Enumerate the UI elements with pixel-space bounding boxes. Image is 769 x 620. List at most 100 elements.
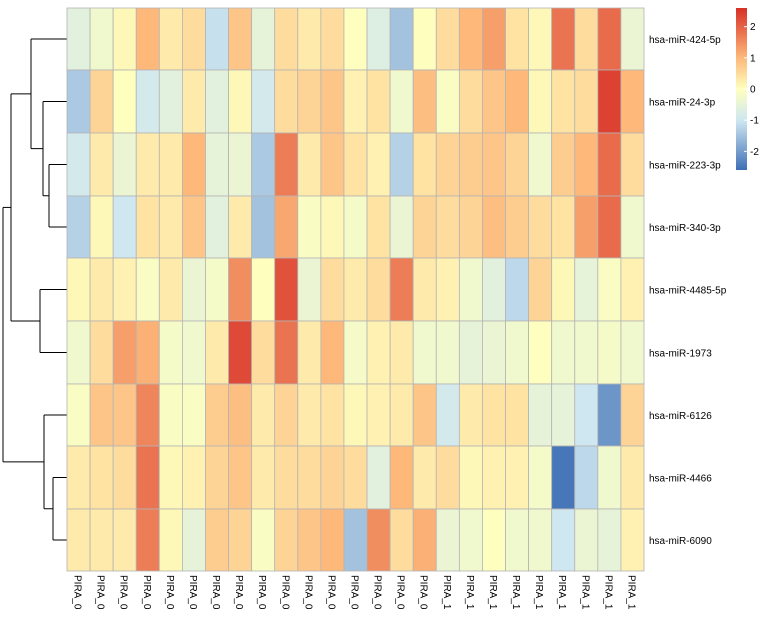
heatmap-cell: [343, 445, 368, 510]
legend-tick-label: 1: [750, 53, 756, 64]
heatmap-cell: [320, 69, 345, 134]
heatmap-cell: [620, 7, 645, 71]
heatmap-cell: [158, 69, 183, 134]
heatmap-cell: [228, 383, 253, 447]
heatmap-cell: [574, 7, 599, 71]
heatmap-cell: [181, 320, 206, 385]
column-label: PIRA_1: [626, 575, 637, 610]
heatmap-cell: [112, 383, 137, 447]
legend-color-bar: [736, 8, 747, 170]
heatmap-cell: [205, 195, 229, 259]
column-label: PIRA_0: [349, 575, 360, 610]
column-label: PIRA_1: [464, 575, 475, 610]
heatmap-cell: [458, 508, 483, 572]
heatmap-cell: [574, 132, 599, 197]
heatmap-cell: [366, 508, 391, 572]
heatmap-cell: [597, 383, 622, 447]
heatmap-cell: [112, 508, 137, 572]
heatmap-cell: [482, 445, 506, 510]
column-label: PIRA_0: [372, 575, 383, 610]
heatmap-cell: [158, 195, 183, 259]
column-label: PIRA_0: [302, 575, 313, 610]
heatmap-cell: [505, 132, 529, 197]
row-label: hsa-miR-6090: [649, 536, 712, 547]
row-label: hsa-miR-340-3p: [649, 223, 721, 234]
heatmap-cell: [435, 383, 460, 447]
heatmap-cell: [135, 132, 160, 197]
heatmap-cell: [505, 320, 529, 385]
heatmap-cell: [135, 320, 160, 385]
heatmap-cell: [574, 320, 599, 385]
heatmap-cell: [158, 445, 183, 510]
heatmap-cell: [482, 508, 506, 572]
heatmap-cell: [135, 383, 160, 447]
heatmap-cell: [66, 132, 91, 197]
heatmap-cell: [528, 7, 553, 71]
heatmap-cell: [551, 445, 576, 510]
column-label: PIRA_0: [164, 575, 175, 610]
legend-tick-label: 2: [750, 22, 756, 33]
heatmap-cell: [228, 7, 253, 71]
column-label: PIRA_1: [602, 575, 613, 610]
row-labels: hsa-miR-424-5p hsa-miR-24-3p hsa-miR-223-3…: [649, 35, 727, 547]
heatmap-cell: [343, 7, 368, 71]
heatmap-cell: [551, 257, 576, 322]
heatmap-cell: [181, 132, 206, 197]
heatmap-cell: [620, 445, 645, 510]
heatmap-cell: [89, 132, 114, 197]
heatmap-cell: [181, 257, 206, 322]
heatmap-cell: [366, 7, 391, 71]
heatmap-cell: [574, 69, 599, 134]
heatmap-cell: [597, 7, 622, 71]
row-label: hsa-miR-4466: [649, 474, 712, 485]
heatmap-cell: [343, 383, 368, 447]
heatmap-cell: [112, 445, 137, 510]
heatmap-cell: [574, 257, 599, 322]
row-label: hsa-miR-1973: [649, 349, 712, 360]
heatmap-cell: [482, 132, 506, 197]
heatmap-cell: [343, 69, 368, 134]
heatmap-cell: [251, 7, 276, 71]
heatmap-cell: [181, 7, 206, 71]
heatmap-cell: [251, 320, 276, 385]
heatmap-cell: [482, 383, 506, 447]
heatmap-cell: [135, 195, 160, 259]
column-label: PIRA_0: [418, 575, 429, 610]
heatmap-cell: [251, 132, 276, 197]
heatmap-cell: [274, 445, 299, 510]
heatmap-cell: [158, 508, 183, 572]
heatmap-cell: [205, 132, 229, 197]
heatmap-cell: [528, 132, 553, 197]
heatmap-cell: [251, 195, 276, 259]
heatmap-cell: [320, 132, 345, 197]
heatmap-cell: [366, 132, 391, 197]
heatmap-cell: [251, 445, 276, 510]
heatmap-cell: [112, 132, 137, 197]
heatmap-cell: [89, 508, 114, 572]
column-label: PIRA_0: [118, 575, 129, 610]
heatmap-cell: [251, 69, 276, 134]
heatmap-cell: [66, 195, 91, 259]
column-label: PIRA_1: [556, 575, 567, 610]
heatmap-cell: [343, 132, 368, 197]
heatmap-cell: [389, 132, 414, 197]
heatmap-cell: [458, 383, 483, 447]
heatmap-cell: [505, 445, 529, 510]
heatmap-cell: [66, 445, 91, 510]
heatmap-cell: [181, 383, 206, 447]
heatmap-cell: [112, 195, 137, 259]
heatmap-cell: [89, 69, 114, 134]
heatmap-cell: [458, 195, 483, 259]
heatmap-cell: [274, 257, 299, 322]
heatmap-cell: [435, 320, 460, 385]
heatmap-cell: [66, 383, 91, 447]
row-dendrogram: [2, 38, 67, 541]
heatmap-cell: [597, 320, 622, 385]
heatmap-cell: [205, 508, 229, 572]
heatmap-cell: [597, 132, 622, 197]
heatmap-cell: [528, 195, 553, 259]
heatmap-cell: [458, 132, 483, 197]
heatmap-cell: [112, 69, 137, 134]
column-label: PIRA_1: [441, 575, 452, 610]
